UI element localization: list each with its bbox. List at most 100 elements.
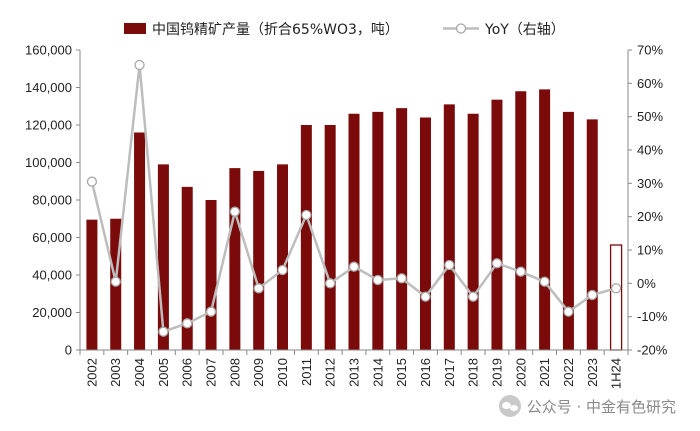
bar-2022 (562, 111, 574, 350)
legend-line-marker (455, 23, 467, 34)
bar-2004 (134, 132, 146, 350)
x-tick-label: 2017 (442, 358, 457, 387)
bar-2015 (396, 108, 408, 350)
right-tick-label: 30% (637, 176, 663, 191)
right-tick-label: 50% (637, 109, 663, 124)
wechat-icon (498, 395, 521, 417)
bar-2011 (300, 125, 312, 350)
yoy-point-2019 (491, 258, 503, 269)
x-tick-label: 2022 (561, 358, 576, 387)
right-tick-label: 0% (637, 276, 656, 291)
left-tick-label: 80,000 (32, 193, 72, 208)
left-tick-label: 20,000 (32, 305, 72, 320)
bar-series (86, 89, 623, 351)
yoy-point-2007 (205, 306, 217, 317)
bar-2009 (253, 170, 265, 350)
yoy-series (86, 59, 622, 337)
bar-2020 (515, 91, 527, 350)
bar-2006 (181, 186, 193, 350)
right-tick-label: -20% (637, 343, 668, 358)
watermark-text: 公众号 · 中金有色研究 (526, 397, 676, 416)
x-tick-label: 2009 (251, 358, 266, 387)
right-tick-label: 40% (637, 143, 663, 158)
left-tick-label: 60,000 (32, 230, 72, 245)
yoy-point-2021 (539, 276, 550, 287)
x-tick-label: 1H24 (609, 358, 624, 389)
x-tick-label: 2018 (466, 358, 481, 387)
yoy-point-2009 (253, 283, 264, 294)
legend-bar-swatch (124, 23, 146, 34)
left-tick-label: 0 (65, 343, 72, 358)
left-tick-label: 140,000 (25, 80, 72, 95)
yoy-point-2004 (134, 59, 145, 71)
left-tick-label: 100,000 (25, 155, 72, 170)
x-tick-label: 2015 (394, 358, 409, 387)
yoy-point-2002 (86, 176, 98, 187)
watermark: 公众号 · 中金有色研究 (498, 395, 676, 417)
bar-1H24 (609, 244, 623, 351)
bar-2005 (157, 164, 169, 350)
right-tick-label: 10% (637, 243, 663, 258)
x-tick-label: 2013 (347, 358, 362, 387)
x-axis: 2002 2003 2004 2005 2006 2007 2008 2009 2010 2011… (79, 349, 629, 389)
bar-2014 (372, 111, 384, 350)
right-tick-label: -10% (637, 309, 668, 324)
yoy-point-2016 (420, 291, 431, 302)
bar-2016 (419, 117, 431, 350)
x-tick-label: 2020 (513, 358, 528, 387)
x-tick-label: 2021 (537, 358, 552, 387)
x-tick-label: 2002 (84, 358, 99, 387)
bar-2007 (205, 200, 217, 350)
right-tick-label: 60% (637, 76, 663, 91)
x-tick-label: 2006 (180, 358, 195, 387)
yoy-point-2006 (182, 318, 193, 329)
x-tick-label: 2005 (156, 358, 171, 387)
right-tick-label: 20% (637, 209, 663, 224)
yoy-point-2020 (515, 266, 526, 277)
x-tick-label: 2008 (227, 358, 242, 387)
yoy-point-2015 (396, 273, 407, 284)
left-tick-label: 120,000 (25, 118, 72, 133)
bar-2002 (86, 219, 98, 350)
x-tick-label: 2023 (585, 358, 600, 387)
yoy-point-2011 (301, 209, 312, 221)
bar-2008 (229, 168, 241, 350)
yoy-point-2017 (444, 259, 455, 271)
bar-2018 (467, 113, 479, 350)
x-tick-label: 2016 (418, 358, 433, 387)
legend-bar-label: 中国钨精矿产量（折合65%WO3，吨） (152, 22, 399, 38)
yoy-point-2003 (110, 276, 121, 287)
yoy-point-2008 (229, 206, 241, 217)
bar-2010 (277, 164, 289, 350)
yoy-point-2010 (277, 264, 288, 276)
left-tick-label: 40,000 (32, 268, 72, 283)
yoy-point-2014 (372, 274, 383, 286)
legend: 中国钨精矿产量（折合65%WO3，吨） YoY（右轴） (124, 22, 565, 38)
yoy-point-2023 (587, 289, 598, 301)
yoy-point-2005 (158, 326, 169, 337)
yoy-point-2013 (348, 261, 360, 272)
bar-2023 (586, 119, 598, 350)
right-axis: -20% -10% 0% 10% 20% 30% 40% 50% 60% 70% (627, 43, 668, 358)
bar-2019 (491, 99, 503, 350)
x-tick-label: 2014 (370, 358, 385, 387)
yoy-point-2022 (563, 306, 574, 317)
right-tick-label: 70% (637, 43, 663, 58)
bar-2017 (443, 104, 455, 350)
left-tick-label: 160,000 (25, 43, 72, 58)
x-tick-label: 2011 (299, 358, 314, 386)
bar-2012 (324, 125, 336, 350)
yoy-point-1H24 (610, 283, 622, 294)
yoy-point-2018 (467, 291, 479, 302)
legend-line-label: YoY（右轴） (484, 22, 565, 38)
x-tick-label: 2019 (489, 358, 504, 387)
yoy-point-2012 (325, 278, 336, 289)
x-tick-label: 2012 (323, 358, 338, 387)
bar-2021 (539, 89, 551, 350)
x-tick-label: 2010 (275, 358, 290, 387)
x-tick-label: 2007 (204, 358, 219, 387)
bar-2013 (348, 113, 360, 350)
x-tick-label: 2004 (132, 358, 147, 387)
x-tick-label: 2003 (108, 358, 123, 387)
